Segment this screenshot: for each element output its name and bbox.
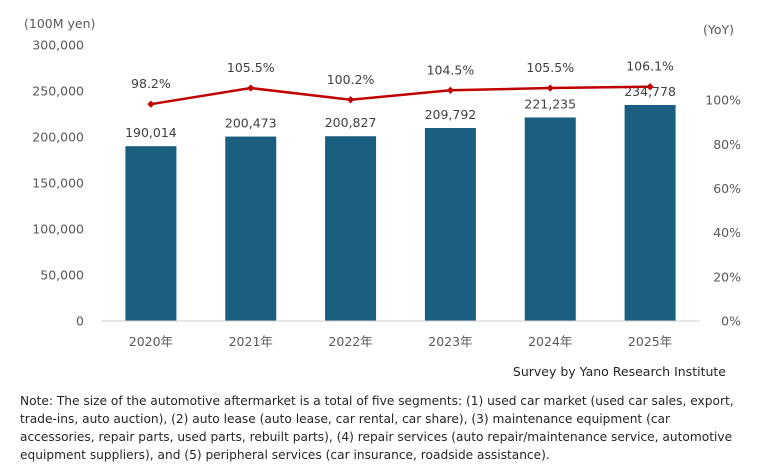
- x-axis-category-label: 2023年: [428, 334, 472, 349]
- x-axis-category-label: 2024年: [528, 334, 572, 349]
- bar-2024年: [524, 117, 576, 321]
- left-axis-tick-label: 300,000: [32, 38, 84, 53]
- left-axis-tick-label: 100,000: [32, 222, 84, 237]
- yoy-point: [446, 86, 455, 94]
- yoy-point: [147, 100, 155, 108]
- yoy-value-label: 105.5%: [227, 60, 275, 75]
- yoy-value-label: 105.5%: [526, 60, 574, 75]
- left-axis-tick-label: 50,000: [40, 268, 84, 283]
- right-axis-tick-label: 80%: [713, 137, 741, 152]
- bar-value-label: 200,473: [225, 116, 277, 131]
- yoy-point: [546, 84, 554, 92]
- right-axis-tick-label: 100%: [705, 93, 741, 108]
- left-axis-unit: (100M yen): [24, 16, 95, 31]
- bar-value-label: 200,827: [325, 115, 377, 130]
- x-axis-category-label: 2022年: [328, 334, 372, 349]
- bar-2022年: [325, 136, 377, 321]
- bar-2025年: [624, 105, 676, 321]
- yoy-value-label: 106.1%: [626, 59, 674, 74]
- yoy-value-label: 104.5%: [427, 62, 475, 77]
- yoy-value-label: 98.2%: [131, 76, 171, 91]
- yoy-line: [150, 85, 651, 106]
- yoy-point: [247, 84, 255, 92]
- x-axis-category-label: 2025年: [628, 334, 672, 349]
- source-credit: Survey by Yano Research Institute: [512, 364, 726, 379]
- right-axis-tick-label: 40%: [713, 225, 741, 240]
- left-axis-tick-label: 200,000: [32, 130, 84, 145]
- bar-2020年: [125, 146, 177, 321]
- left-axis-tick-label: 0: [76, 314, 84, 329]
- right-axis-tick-label: 0%: [721, 314, 741, 329]
- x-axis-category-label: 2020年: [129, 334, 173, 349]
- right-axis-unit: (YoY): [703, 22, 734, 37]
- left-axis-tick-label: 250,000: [32, 84, 84, 99]
- right-axis-tick-label: 20%: [713, 269, 741, 284]
- bar-2021年: [225, 136, 277, 321]
- bar-value-label: 190,014: [125, 125, 177, 140]
- right-axis-tick-label: 60%: [713, 181, 741, 196]
- x-axis-category-label: 2021年: [229, 334, 273, 349]
- yoy-point: [346, 96, 355, 104]
- bar-2023年: [424, 127, 476, 321]
- aftermarket-chart: (100M yen) (YoY) 0 50,000 100,000 150,000 20…: [24, 16, 741, 349]
- yoy-value-label: 100.2%: [327, 72, 375, 87]
- bar-value-label: 221,235: [524, 96, 576, 111]
- left-axis-tick-label: 150,000: [32, 176, 84, 191]
- yoy-point: [646, 83, 654, 91]
- chart-note: Note: The size of the automotive afterma…: [20, 394, 734, 462]
- bar-value-label: 209,792: [425, 107, 477, 122]
